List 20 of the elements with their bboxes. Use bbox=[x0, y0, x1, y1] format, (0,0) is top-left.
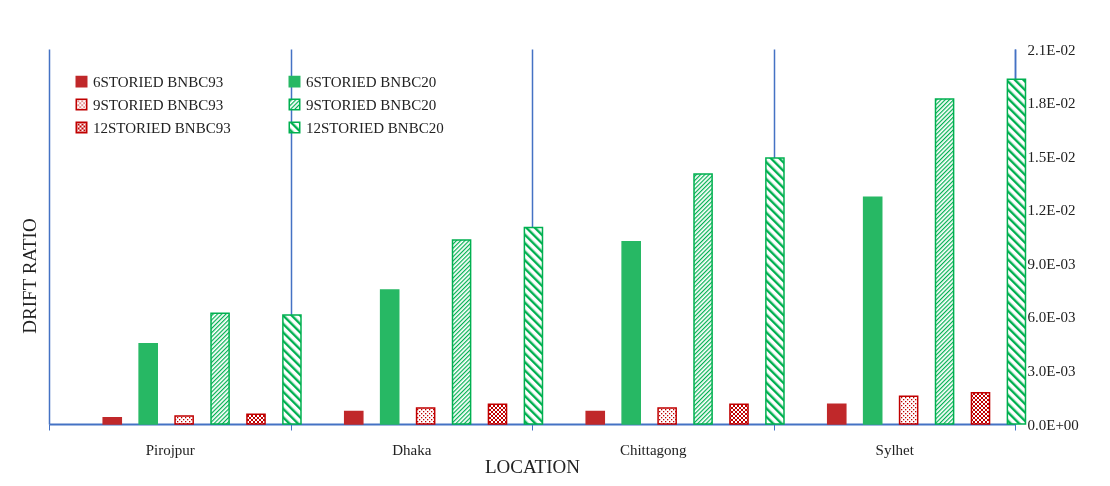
x-tick-label: Dhaka bbox=[392, 441, 432, 458]
y-axis-title: DRIFT RATIO bbox=[19, 217, 41, 336]
legend-label: 6STORIED BNBC93 bbox=[93, 73, 224, 90]
y-tick-label: 6.0E-03 bbox=[1027, 309, 1076, 326]
legend-label: 6STORIED BNBC20 bbox=[306, 73, 437, 90]
x-tick-label: Pirojpur bbox=[145, 441, 195, 458]
legend-label: 9STORIED BNBC20 bbox=[306, 96, 437, 113]
y-tick-label: 3.0E-03 bbox=[1027, 362, 1076, 379]
y-tick-label: 2.1E-02 bbox=[1027, 41, 1076, 58]
legend-label: 12STORIED BNBC93 bbox=[93, 119, 231, 136]
y-tick-label: 1.2E-02 bbox=[1027, 202, 1076, 219]
y-tick-label: 9.0E-03 bbox=[1027, 255, 1076, 272]
y-tick-label: 1.8E-02 bbox=[1027, 95, 1076, 112]
legend-label: 12STORIED BNBC20 bbox=[306, 119, 444, 136]
legend-label: 9STORIED BNBC93 bbox=[93, 96, 224, 113]
x-tick-label: Chittagong bbox=[619, 441, 688, 458]
y-tick-label: 0.0E+00 bbox=[1027, 416, 1079, 433]
x-tick-label: Sylhet bbox=[875, 441, 915, 458]
y-tick-label: 1.5E-02 bbox=[1027, 148, 1076, 165]
x-axis-title: LOCATION bbox=[485, 455, 581, 477]
